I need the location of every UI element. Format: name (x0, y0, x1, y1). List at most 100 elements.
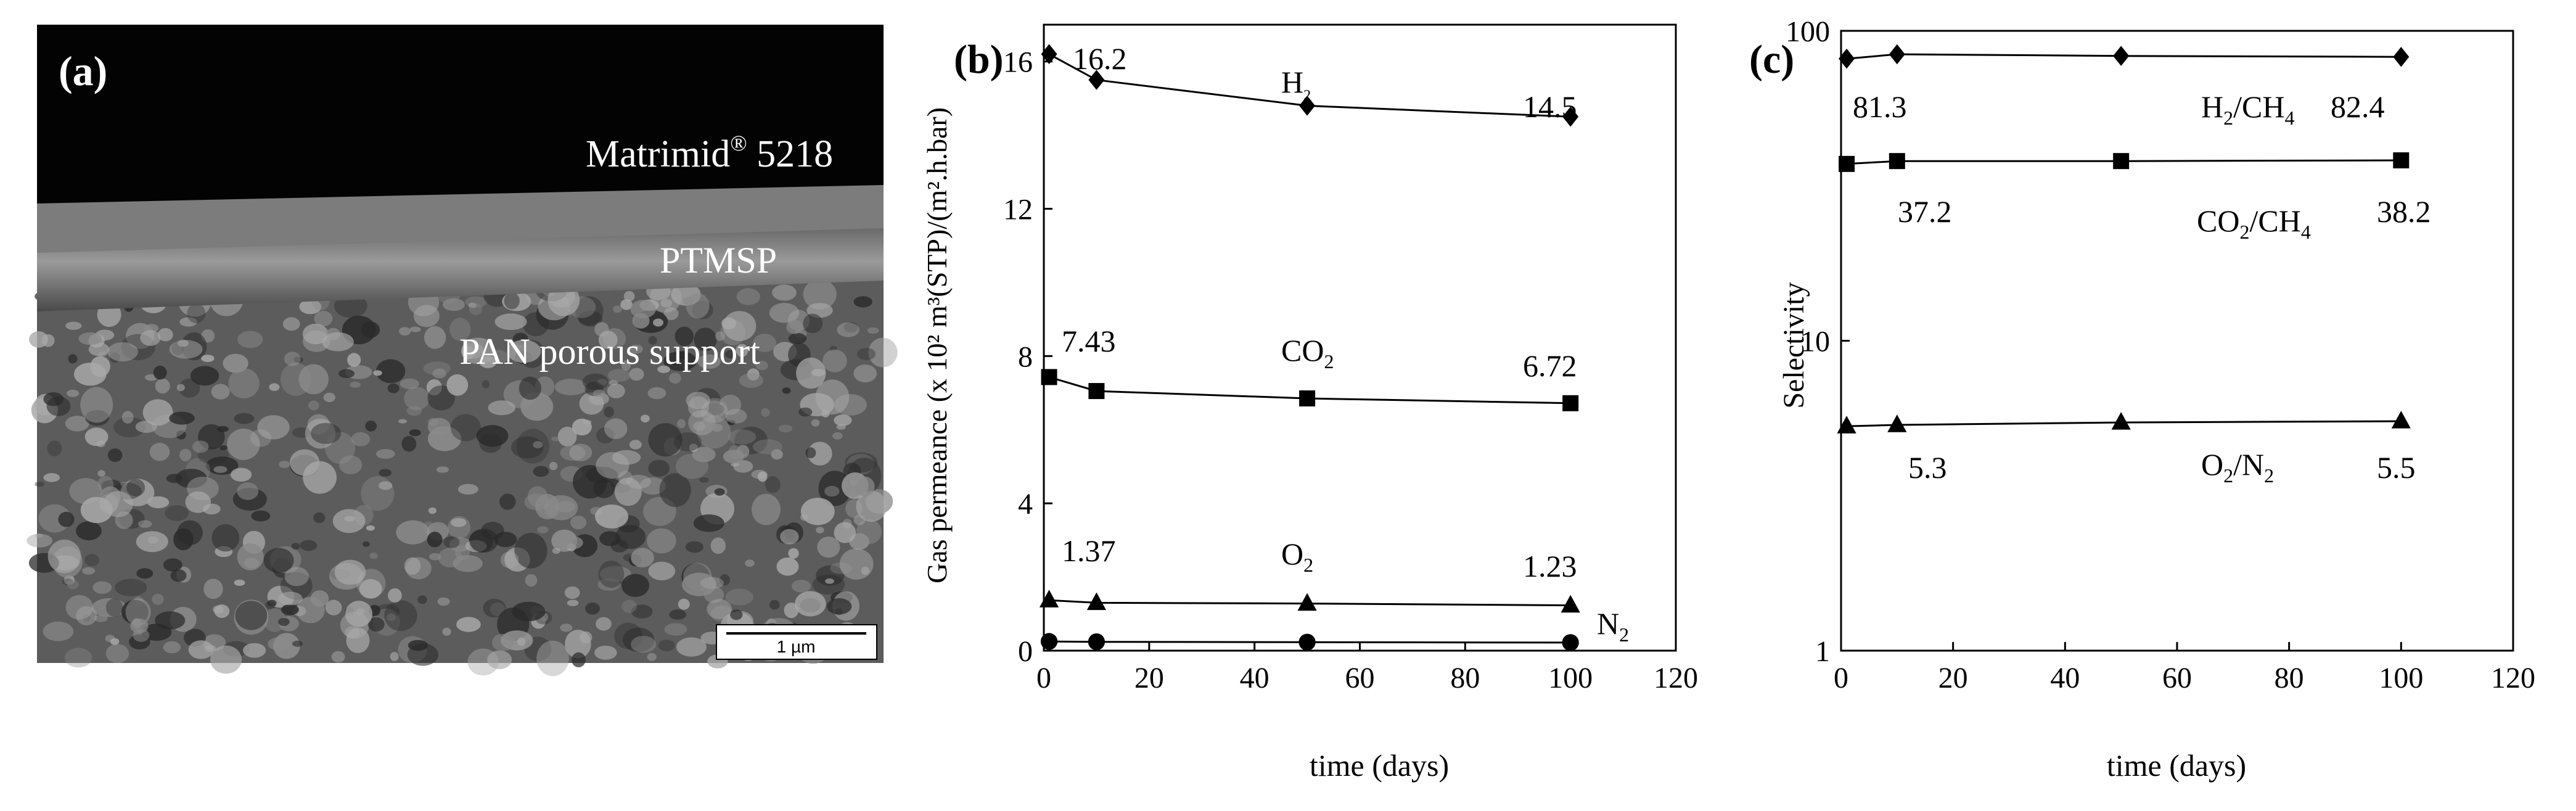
x-tick-label: 80 (1450, 662, 1480, 694)
series-label-o2n2: O2/N2 (2201, 447, 2274, 487)
texture-grain (404, 387, 430, 411)
texture-grain (487, 650, 512, 670)
texture-grain (140, 330, 161, 346)
texture-grain (47, 539, 81, 574)
texture-grain (653, 318, 663, 327)
ptmsp-label: PTMSP (660, 240, 777, 281)
plot-area-c (1840, 30, 2514, 652)
texture-grain (457, 484, 478, 495)
texture-grain (179, 448, 192, 462)
texture-grain (307, 414, 330, 435)
texture-grain (369, 553, 378, 559)
texture-grain (91, 598, 126, 617)
texture-grain (293, 356, 303, 363)
texture-grain (753, 334, 776, 352)
texture-grain (284, 567, 309, 587)
texture-grain (187, 303, 206, 324)
texture-grain (853, 296, 872, 308)
texture-grain (237, 543, 264, 570)
xlabel-b: time (days) (1310, 748, 1449, 783)
texture-grain (107, 448, 123, 463)
texture-grain (822, 349, 847, 373)
series-line-h2 (1048, 53, 1571, 118)
texture-grain (269, 383, 280, 391)
texture-grain (332, 509, 366, 533)
texture-grain (299, 299, 322, 315)
texture-grain (346, 627, 370, 653)
texture-grain (784, 603, 799, 619)
texture-grain (179, 317, 197, 327)
data-point-co2 (1041, 369, 1057, 385)
texture-grain (96, 440, 105, 448)
texture-grain (769, 303, 800, 323)
y-tick-label: 1 (1815, 635, 1830, 668)
data-point-co2ch4 (2393, 152, 2410, 169)
texture-grain (43, 621, 74, 641)
texture-grain (163, 558, 183, 572)
texture-grain (629, 440, 642, 450)
texture-grain (647, 387, 667, 400)
texture-grain (856, 519, 882, 545)
chart-b: (b) 0 20 40 60 80 100 120 0 4 8 12 16 time (days) G… (921, 23, 1698, 783)
data-point-n2 (1562, 634, 1579, 651)
texture-grain (467, 648, 499, 676)
texture-grain (64, 575, 75, 585)
texture-grain (596, 617, 612, 631)
texture-grain (572, 418, 592, 436)
x-tick-label: 60 (2162, 662, 2192, 694)
texture-grain (398, 419, 407, 424)
texture-grain (97, 470, 105, 477)
texture-grain (157, 327, 173, 342)
texture-grain (401, 435, 417, 452)
texture-grain (499, 493, 516, 510)
series-label-n2: N2 (1597, 606, 1629, 646)
data-point-co2 (1088, 383, 1105, 400)
texture-grain (373, 370, 382, 376)
texture-grain (565, 629, 591, 659)
texture-grain (347, 353, 361, 367)
texture-grain (803, 279, 837, 310)
texture-grain (682, 572, 716, 596)
texture-grain (443, 536, 460, 548)
series-line-co2 (1049, 376, 1571, 405)
data-point-co2ch4 (1889, 153, 1905, 170)
texture-grain (137, 520, 152, 528)
series-label-co2ch4: CO2/CH4 (2197, 204, 2311, 243)
texture-grain (572, 652, 586, 667)
texture-grain (620, 299, 633, 310)
texture-grain (868, 337, 898, 368)
texture-grain (800, 498, 835, 525)
texture-grain (816, 527, 824, 533)
x-tick-label: 40 (1240, 662, 1270, 694)
series-line-o2n2 (1847, 420, 2402, 427)
texture-grain (125, 598, 151, 626)
texture-grain (121, 599, 149, 625)
data-point-o2 (1561, 595, 1580, 613)
texture-grain (725, 408, 747, 424)
annotation-co2ch4-end: 38.2 (2377, 194, 2431, 229)
texture-grain (234, 413, 255, 424)
texture-grain (35, 481, 44, 487)
texture-grain (786, 319, 803, 334)
texture-grain (384, 600, 417, 632)
texture-grain (170, 569, 187, 582)
texture-grain (535, 611, 552, 625)
texture-grain (694, 327, 717, 352)
annotation-h2-end: 14.5 (1523, 89, 1577, 124)
texture-grain (798, 407, 813, 417)
panel-b-label: (b) (954, 37, 1004, 82)
texture-grain (442, 298, 465, 311)
texture-grain (739, 373, 763, 388)
series-label-h2: H2 (1281, 65, 1311, 104)
texture-grain (788, 333, 807, 344)
texture-grain (626, 474, 651, 489)
texture-grain (205, 456, 239, 475)
texture-grain (446, 374, 469, 396)
y-tick-label: 100 (1786, 15, 1830, 48)
texture-grain (65, 416, 89, 432)
texture-grain (719, 394, 742, 415)
ylabel-c: Selectivity (1778, 282, 1810, 408)
texture-grain (736, 344, 749, 357)
texture-grain (818, 471, 851, 506)
